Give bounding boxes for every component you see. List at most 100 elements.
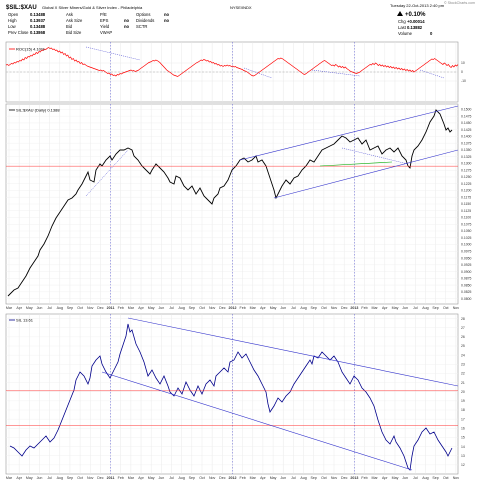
sil-y-tick: 23 (461, 362, 465, 366)
sil-y-tick: 22 (461, 372, 465, 376)
ratio-y-tick: 0.1500 (461, 108, 471, 112)
sil-upper-channel (127, 317, 459, 387)
quote-field-value: 0.13488 (30, 12, 46, 17)
x-tick-label: Aug (300, 476, 306, 480)
x-tick-label: Nov (209, 476, 216, 480)
symbol-label: $SIL:$XAU (6, 5, 37, 11)
book-field-label: Bid (66, 24, 73, 29)
x-tick-label: May (148, 306, 155, 310)
x-tick-label: Aug (178, 306, 184, 310)
symbol-description: Global X Silver Miners/Gold & Silver Ind… (42, 5, 143, 10)
x-tick-label: Oct (77, 476, 83, 480)
x-tick-label: Dec (341, 306, 348, 310)
sil-y-tick: 27 (461, 326, 465, 330)
x-tick-label: Mar (372, 476, 379, 480)
x-tick-label: Jun (37, 306, 43, 310)
x-tick-label: Jun (158, 476, 164, 480)
x-tick-label: Feb (240, 476, 246, 480)
exchange-label: NYSE/INDX (230, 5, 252, 10)
up-triangle-icon (397, 11, 403, 16)
x-tick-label: Jun (280, 476, 286, 480)
ratio-y-tick: 0.1075 (461, 222, 471, 226)
x-tick-label: Jul (47, 306, 52, 310)
info-field-label: Options (136, 12, 150, 17)
last-value: 0.13882 (407, 25, 423, 30)
x-tick-label: Feb (240, 306, 246, 310)
ratio-green-line (319, 161, 393, 167)
x-tick-label: May (392, 476, 399, 480)
x-tick-label: Oct (199, 476, 205, 480)
x-tick-label: Sep (189, 476, 195, 480)
x-tick-label: Nov (209, 306, 216, 310)
sil-y-tick: 15 (461, 436, 465, 440)
x-tick-label: 2011 (107, 306, 115, 310)
sil-lower-channel (101, 371, 413, 471)
sil-y-tick: 14 (461, 445, 465, 449)
x-tick-label: Mar (250, 476, 257, 480)
x-tick-label: Sep (311, 306, 317, 310)
x-tick-label: Oct (199, 306, 205, 310)
x-tick-label: Feb (361, 306, 367, 310)
ratio-trend-dotted (341, 147, 409, 165)
x-tick-label: Aug (300, 306, 306, 310)
ratio-legend-text: SIL:$XAU (Daily) 0.1388 (16, 108, 60, 113)
quote-field-value: 0.13488 (30, 24, 46, 29)
ratio-y-tick: 0.1025 (461, 236, 471, 240)
x-tick-label: Dec (97, 476, 104, 480)
x-tick-label: Nov (331, 306, 338, 310)
x-tick-label: Dec (219, 476, 226, 480)
book-field-label: Bid Size (66, 30, 82, 35)
stat-field-value: no (124, 24, 130, 29)
x-tick-label: Oct (443, 476, 449, 480)
x-tick-label: 2012 (228, 476, 236, 480)
x-tick-label: Apr (16, 476, 22, 480)
ratio-trend-dotted (85, 149, 129, 197)
ratio-y-tick: 0.1225 (461, 182, 471, 186)
x-tick-label: Mar (128, 476, 135, 480)
sil-y-tick: 17 (461, 417, 465, 421)
x-tick-label: Aug (178, 476, 184, 480)
x-tick-label: Jun (402, 476, 408, 480)
quote-field-label: Open (8, 12, 19, 17)
roc-series-line (5, 47, 459, 77)
x-tick-label: Apr (382, 476, 388, 480)
roc-legend-text: ROC(15) 4.10% (16, 47, 45, 52)
last-label: Last (398, 25, 407, 30)
x-tick-label: Oct (321, 306, 327, 310)
roc-y-tick: 0 (461, 70, 463, 74)
x-tick-label: May (148, 476, 155, 480)
x-tick-label: Oct (321, 476, 327, 480)
x-tick-label: Jun (158, 306, 164, 310)
ratio-y-tick: 0.0875 (461, 277, 471, 281)
x-tick-label: Nov (453, 476, 460, 480)
x-tick-label: 2013 (350, 476, 358, 480)
x-tick-label: May (26, 476, 33, 480)
x-tick-label: Jun (37, 476, 43, 480)
ratio-legend: SIL:$XAU (Daily) 0.1388 (9, 108, 60, 113)
x-tick-label: Feb (361, 476, 367, 480)
x-tick-label: Dec (341, 476, 348, 480)
x-tick-label: Apr (382, 306, 388, 310)
x-tick-label: Mar (372, 306, 379, 310)
x-tick-label: Nov (87, 306, 94, 310)
change-abs-value: +0.00014 (407, 19, 425, 24)
stat-field-label: P/E (100, 12, 107, 17)
x-tick-label: Oct (443, 306, 449, 310)
x-tick-label: Sep (311, 476, 317, 480)
x-tick-label: Jun (402, 306, 408, 310)
ratio-y-tick: 0.1250 (461, 175, 471, 179)
x-tick-label: Jun (280, 306, 286, 310)
x-tick-label: Jul (169, 306, 174, 310)
ratio-y-tick: 0.1325 (461, 155, 471, 159)
ratio-y-tick: 0.1400 (461, 135, 471, 139)
x-tick-label: Nov (87, 476, 94, 480)
ratio-y-tick: 0.1375 (461, 141, 471, 145)
ratio-y-tick: 0.0925 (461, 263, 471, 267)
x-tick-label: Dec (219, 306, 226, 310)
sil-y-tick: 13 (461, 454, 465, 458)
watermark: © StockCharts.com (444, 1, 475, 5)
x-tick-label: Sep (67, 306, 73, 310)
change-abs-label: Chg (398, 19, 406, 24)
sil-series-line (9, 323, 453, 471)
sil-y-tick: 28 (461, 317, 465, 321)
